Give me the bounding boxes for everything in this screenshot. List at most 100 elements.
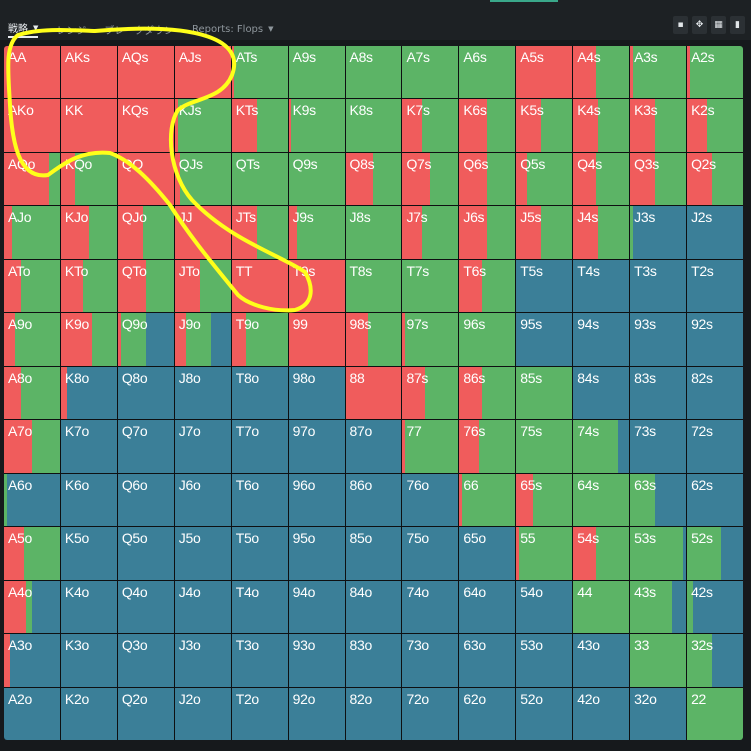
hand-cell[interactable]: AJo bbox=[4, 206, 60, 259]
hand-cell[interactable]: QTo bbox=[117, 259, 174, 313]
hand-cell[interactable]: J8o bbox=[174, 366, 231, 420]
hand-cell[interactable]: AJs bbox=[174, 46, 231, 99]
hand-cell[interactable]: T2s bbox=[687, 259, 743, 313]
hand-cell[interactable]: 83o bbox=[345, 634, 402, 687]
hand-cell[interactable]: 86o bbox=[345, 473, 402, 527]
hand-cell[interactable]: 75s bbox=[516, 420, 573, 473]
hand-cell[interactable]: K4s bbox=[573, 99, 630, 152]
hand-cell[interactable]: 32o bbox=[630, 687, 687, 740]
hand-cell[interactable]: 55 bbox=[516, 527, 573, 580]
hand-cell[interactable]: 53s bbox=[630, 527, 687, 580]
hand-cell[interactable]: 65o bbox=[459, 527, 516, 580]
hand-cell[interactable]: K5o bbox=[60, 527, 117, 580]
tab-range[interactable]: レンジ bbox=[56, 22, 86, 37]
hand-cell[interactable]: T5s bbox=[516, 259, 573, 313]
hand-cell[interactable]: 95o bbox=[288, 527, 345, 580]
hand-cell[interactable]: Q7o bbox=[117, 420, 174, 473]
hand-cell[interactable]: 88 bbox=[345, 366, 402, 420]
hand-cell[interactable]: K8o bbox=[60, 366, 117, 420]
hand-cell[interactable]: Q9o bbox=[117, 313, 174, 366]
hand-cell[interactable]: 22 bbox=[687, 687, 743, 740]
hand-cell[interactable]: 72s bbox=[687, 420, 743, 473]
hand-cell[interactable]: J3o bbox=[174, 634, 231, 687]
hand-cell[interactable]: Q5o bbox=[117, 527, 174, 580]
document-icon[interactable]: ▮ bbox=[730, 16, 745, 34]
hand-cell[interactable]: 87o bbox=[345, 420, 402, 473]
hand-cell[interactable]: K3s bbox=[630, 99, 687, 152]
hand-cell[interactable]: J4s bbox=[573, 206, 630, 259]
hand-cell[interactable]: 63o bbox=[459, 634, 516, 687]
hand-cell[interactable]: 96s bbox=[459, 313, 516, 366]
save-icon[interactable]: ▪ bbox=[673, 16, 688, 34]
hand-cell[interactable]: K3o bbox=[60, 634, 117, 687]
hand-cell[interactable]: 75o bbox=[402, 527, 459, 580]
hand-cell[interactable]: K9s bbox=[288, 99, 345, 152]
hand-cell[interactable]: J8s bbox=[345, 206, 402, 259]
hand-cell[interactable]: 97s bbox=[402, 313, 459, 366]
hand-cell[interactable]: 73o bbox=[402, 634, 459, 687]
hand-cell[interactable]: 54s bbox=[573, 527, 630, 580]
hand-cell[interactable]: KTs bbox=[231, 99, 288, 152]
hand-cell[interactable]: 66 bbox=[459, 473, 516, 527]
hand-cell[interactable]: 33 bbox=[630, 634, 687, 687]
hand-cell[interactable]: 52s bbox=[687, 527, 743, 580]
hand-cell[interactable]: KTo bbox=[60, 259, 117, 313]
hand-cell[interactable]: QJs bbox=[174, 152, 231, 206]
hand-cell[interactable]: K2o bbox=[60, 687, 117, 740]
hand-cell[interactable]: T9s bbox=[288, 259, 345, 313]
hand-cell[interactable]: J5s bbox=[516, 206, 573, 259]
hand-cell[interactable]: A8o bbox=[4, 366, 60, 420]
hand-cell[interactable]: JJ bbox=[174, 206, 231, 259]
hand-cell[interactable]: J9s bbox=[288, 206, 345, 259]
hand-cell[interactable]: K6s bbox=[459, 99, 516, 152]
hand-cell[interactable]: KQo bbox=[60, 152, 117, 206]
hand-cell[interactable]: T5o bbox=[231, 527, 288, 580]
hand-cell[interactable]: 74o bbox=[402, 580, 459, 634]
hand-cell[interactable]: 85s bbox=[516, 366, 573, 420]
tab-reports-flops[interactable]: Reports: Flops ▼ bbox=[192, 24, 274, 35]
hand-cell[interactable]: K6o bbox=[60, 473, 117, 527]
hand-cell[interactable]: Q3s bbox=[630, 152, 687, 206]
hand-cell[interactable]: A7o bbox=[4, 420, 60, 473]
hand-cell[interactable]: T4s bbox=[573, 259, 630, 313]
hand-cell[interactable]: 99 bbox=[288, 313, 345, 366]
hand-cell[interactable]: 32s bbox=[687, 634, 743, 687]
hand-cell[interactable]: 84o bbox=[345, 580, 402, 634]
hand-cell[interactable]: A3s bbox=[630, 46, 687, 99]
hand-cell[interactable]: A5o bbox=[4, 527, 60, 580]
hand-cell[interactable]: T4o bbox=[231, 580, 288, 634]
hand-cell[interactable]: 73s bbox=[630, 420, 687, 473]
hand-cell[interactable]: QJo bbox=[117, 206, 174, 259]
hand-cell[interactable]: Q4o bbox=[117, 580, 174, 634]
hand-cell[interactable]: J7s bbox=[402, 206, 459, 259]
grid-view-icon[interactable]: ▦ bbox=[711, 16, 726, 34]
hand-cell[interactable]: T8s bbox=[345, 259, 402, 313]
hand-cell[interactable]: T7s bbox=[402, 259, 459, 313]
hand-cell[interactable]: J3s bbox=[630, 206, 687, 259]
hand-cell[interactable]: K7o bbox=[60, 420, 117, 473]
hand-cell[interactable]: Q4s bbox=[573, 152, 630, 206]
hand-cell[interactable]: 77 bbox=[402, 420, 459, 473]
hand-cell[interactable]: Q3o bbox=[117, 634, 174, 687]
hand-cell[interactable]: AQo bbox=[4, 152, 60, 206]
hand-cell[interactable]: A3o bbox=[4, 634, 60, 687]
hand-cell[interactable]: 93o bbox=[288, 634, 345, 687]
hand-cell[interactable]: T9o bbox=[231, 313, 288, 366]
hand-cell[interactable]: 43o bbox=[573, 634, 630, 687]
hand-cell[interactable]: 94o bbox=[288, 580, 345, 634]
hand-cell[interactable]: Q7s bbox=[402, 152, 459, 206]
hand-cell[interactable]: A9o bbox=[4, 313, 60, 366]
hand-cell[interactable]: 94s bbox=[573, 313, 630, 366]
hand-cell[interactable]: J2s bbox=[687, 206, 743, 259]
hand-cell[interactable]: A6s bbox=[459, 46, 516, 99]
hand-cell[interactable]: ATs bbox=[231, 46, 288, 99]
tab-breakdown[interactable]: ブレークダウン bbox=[104, 22, 174, 37]
hand-cell[interactable]: 95s bbox=[516, 313, 573, 366]
hand-cell[interactable]: A6o bbox=[4, 473, 60, 527]
hand-cell[interactable]: A8s bbox=[345, 46, 402, 99]
hand-cell[interactable]: Q2o bbox=[117, 687, 174, 740]
hand-cell[interactable]: J7o bbox=[174, 420, 231, 473]
hand-cell[interactable]: T2o bbox=[231, 687, 288, 740]
hand-cell[interactable]: K2s bbox=[687, 99, 743, 152]
hand-cell[interactable]: A5s bbox=[516, 46, 573, 99]
